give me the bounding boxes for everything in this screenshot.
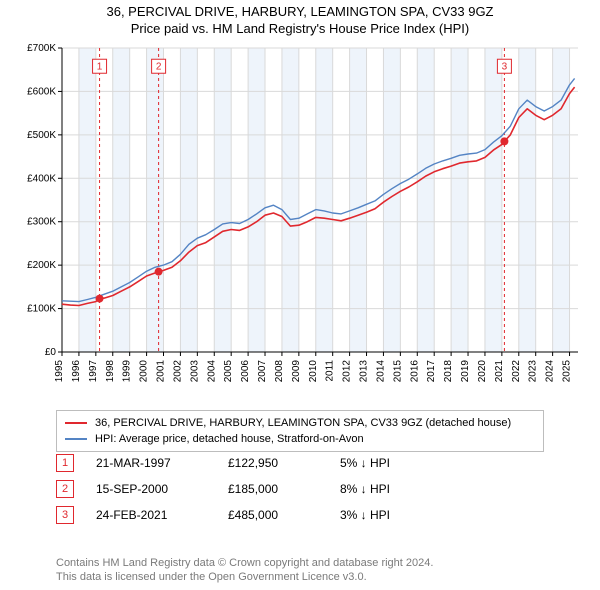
y-tick-label: £200K [27, 260, 56, 271]
x-tick-label: 1995 [54, 360, 65, 383]
x-tick-label: 1999 [122, 360, 133, 383]
footer: Contains HM Land Registry data © Crown c… [56, 556, 433, 584]
legend-label: HPI: Average price, detached house, Stra… [95, 431, 364, 447]
annotation-diff: 8% ↓ HPI [340, 482, 390, 496]
legend-row: 36, PERCIVAL DRIVE, HARBURY, LEAMINGTON … [65, 415, 535, 431]
x-tick-label: 2025 [562, 360, 573, 383]
chart-marker-badge: 1 [97, 62, 103, 73]
annotation-badge: 3 [56, 506, 74, 524]
x-tick-label: 2018 [443, 360, 454, 383]
chart: £0 £100K £200K £300K £400K £500K £600K £700K 199… [18, 44, 582, 404]
x-tick-label: 2008 [274, 360, 285, 383]
legend-row: HPI: Average price, detached house, Stra… [65, 431, 535, 447]
x-tick-label: 2015 [392, 360, 403, 383]
x-tick-label: 2011 [325, 360, 336, 382]
legend: 36, PERCIVAL DRIVE, HARBURY, LEAMINGTON … [56, 410, 544, 452]
x-tick-label: 2003 [189, 360, 200, 383]
x-tick-label: 2006 [240, 360, 251, 383]
annotation-price: £485,000 [228, 508, 318, 522]
y-tick-label: £100K [27, 304, 56, 315]
y-tick-label: £700K [27, 44, 56, 54]
x-tick-label: 2022 [511, 360, 522, 383]
legend-swatch [65, 422, 87, 424]
annotation-row: 1 21-MAR-1997 £122,950 5% ↓ HPI [56, 450, 556, 476]
x-tick-label: 2016 [409, 360, 420, 383]
annotations-table: 1 21-MAR-1997 £122,950 5% ↓ HPI 2 15-SEP-2000… [56, 450, 556, 528]
annotation-diff: 3% ↓ HPI [340, 508, 390, 522]
x-tick-label: 2007 [257, 360, 268, 383]
x-tick-label: 2005 [223, 360, 234, 383]
annotation-row: 3 24-FEB-2021 £485,000 3% ↓ HPI [56, 502, 556, 528]
x-tick-label: 2017 [426, 360, 437, 383]
annotation-date: 15-SEP-2000 [96, 482, 206, 496]
title-line-2: Price paid vs. HM Land Registry's House … [0, 21, 600, 36]
chart-marker-badge: 3 [502, 62, 508, 73]
x-tick-label: 1996 [71, 360, 82, 383]
x-tick-label: 2013 [359, 360, 370, 383]
annotation-diff: 5% ↓ HPI [340, 456, 390, 470]
annotation-price: £122,950 [228, 456, 318, 470]
x-tick-label: 2012 [342, 360, 353, 383]
footer-line-2: This data is licensed under the Open Gov… [56, 570, 433, 584]
annotation-badge: 1 [56, 454, 74, 472]
footer-line-1: Contains HM Land Registry data © Crown c… [56, 556, 433, 570]
x-tick-label: 2024 [545, 360, 556, 383]
x-tick-label: 2023 [528, 360, 539, 383]
y-tick-label: £300K [27, 217, 56, 228]
y-tick-label: £500K [27, 130, 56, 141]
annotation-badge: 2 [56, 480, 74, 498]
x-tick-label: 2019 [460, 360, 471, 383]
title-line-1: 36, PERCIVAL DRIVE, HARBURY, LEAMINGTON … [0, 4, 600, 19]
legend-swatch [65, 438, 87, 440]
x-tick-label: 2004 [206, 360, 217, 383]
titles: 36, PERCIVAL DRIVE, HARBURY, LEAMINGTON … [0, 0, 600, 36]
x-tick-label: 2001 [156, 360, 167, 383]
annotation-row: 2 15-SEP-2000 £185,000 8% ↓ HPI [56, 476, 556, 502]
x-tick-label: 2021 [494, 360, 505, 383]
chart-svg: £0 £100K £200K £300K £400K £500K £600K £700K 199… [18, 44, 582, 404]
chart-marker-badge: 2 [156, 62, 162, 73]
annotation-date: 21-MAR-1997 [96, 456, 206, 470]
x-tick-label: 1997 [88, 360, 99, 383]
x-tick-label: 2020 [477, 360, 488, 383]
y-tick-label: £400K [27, 173, 56, 184]
x-tick-label: 2009 [291, 360, 302, 383]
x-tick-label: 1998 [105, 360, 116, 383]
y-tick-label: £0 [45, 347, 57, 358]
x-tick-label: 2000 [139, 360, 150, 383]
y-tick-label: £600K [27, 86, 56, 97]
legend-label: 36, PERCIVAL DRIVE, HARBURY, LEAMINGTON … [95, 415, 511, 431]
x-tick-label: 2014 [375, 360, 386, 383]
annotation-date: 24-FEB-2021 [96, 508, 206, 522]
page: 36, PERCIVAL DRIVE, HARBURY, LEAMINGTON … [0, 0, 600, 590]
annotation-price: £185,000 [228, 482, 318, 496]
x-tick-label: 2002 [172, 360, 183, 383]
x-tick-label: 2010 [308, 360, 319, 383]
